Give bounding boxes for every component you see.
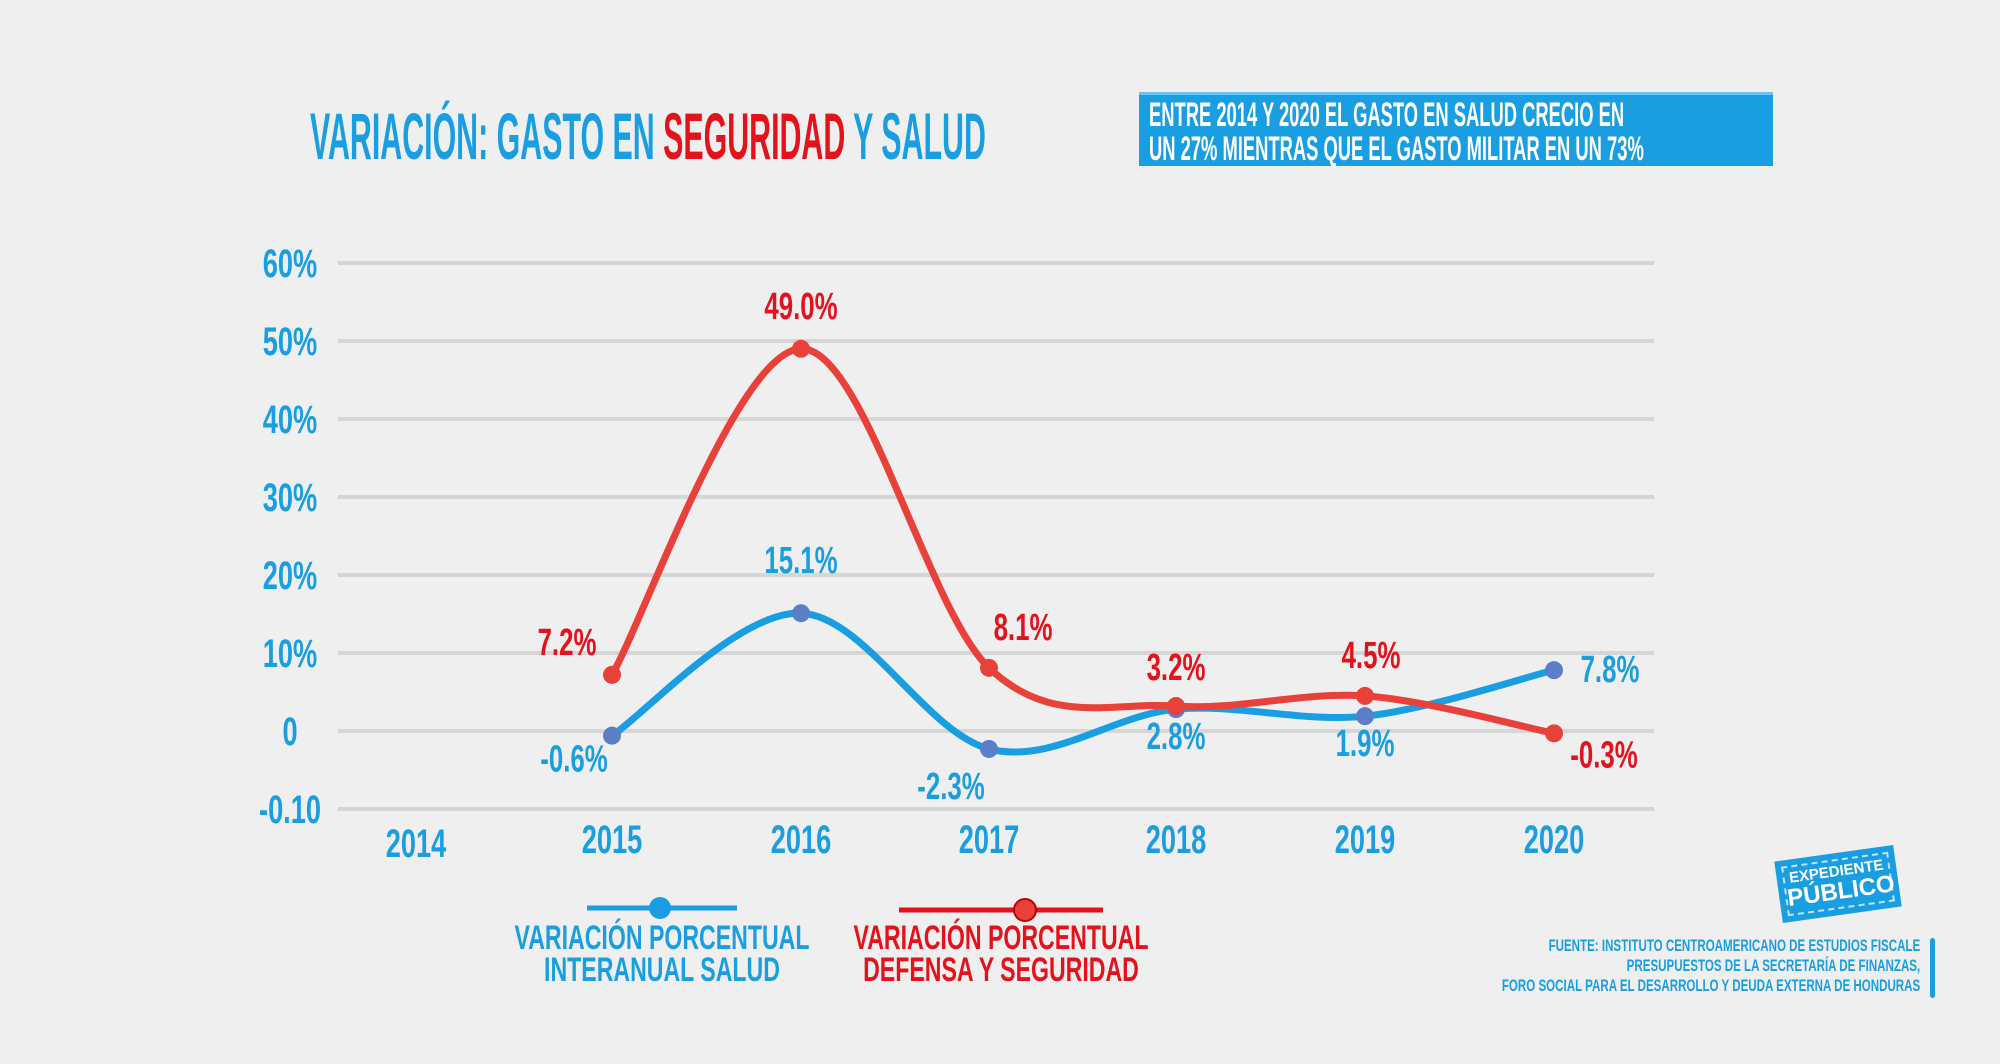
source-note: FUENTE: INSTITUTO CENTROAMERICANO DE EST…	[1305, 936, 1920, 996]
data-point	[980, 658, 998, 677]
data-label: 8.1%	[994, 606, 1053, 648]
data-label: -0.3%	[1570, 733, 1638, 775]
data-point	[792, 604, 810, 623]
x-tick-label: 2020	[1524, 818, 1584, 862]
legend-marker-salud	[649, 897, 671, 919]
data-point	[792, 339, 810, 358]
title-part: VARIACIÓN: GASTO EN	[310, 99, 664, 173]
data-label: 2.8%	[1147, 715, 1206, 757]
data-label: 7.8%	[1581, 648, 1640, 690]
y-tick-label: 0	[282, 710, 297, 754]
data-label: 1.9%	[1336, 722, 1395, 764]
data-point	[1545, 661, 1563, 680]
data-point	[1167, 697, 1185, 716]
data-point	[980, 739, 998, 758]
y-tick-label: 60%	[263, 242, 317, 286]
data-label: -0.6%	[540, 738, 608, 780]
x-tick-label: 2018	[1146, 818, 1206, 862]
x-tick-label: 2015	[582, 818, 642, 862]
x-tick-label: 2016	[771, 818, 831, 862]
data-point	[603, 665, 621, 684]
data-label: 3.2%	[1147, 646, 1206, 688]
y-tick-label: 30%	[263, 476, 317, 520]
legend-marker-seguridad	[1013, 898, 1037, 922]
data-label: 4.5%	[1342, 634, 1401, 676]
data-point	[1545, 724, 1563, 743]
title-highlight: SEGURIDAD	[663, 99, 846, 173]
x-tick-label: 2014	[386, 822, 446, 866]
data-point	[1356, 686, 1374, 705]
series-line-1	[608, 345, 1558, 737]
data-label: 49.0%	[764, 285, 837, 327]
y-tick-label: 10%	[263, 632, 317, 676]
x-tick-label: 2017	[959, 818, 1019, 862]
source-divider	[1930, 938, 1935, 998]
legend-label: DEFENSA Y SEGURIDAD	[863, 951, 1139, 989]
legend-label: INTERANUAL SALUD	[544, 951, 780, 989]
chart-title: VARIACIÓN: GASTO EN SEGURIDAD Y SALUD	[310, 98, 1779, 174]
source-line: FUENTE: INSTITUTO CENTROAMERICANO DE EST…	[1548, 936, 1920, 955]
legend-label: VARIACIÓN PORCENTUAL	[514, 919, 810, 957]
data-label: -2.3%	[917, 765, 985, 807]
data-point	[1356, 707, 1374, 726]
data-point	[603, 726, 621, 745]
data-label: 15.1%	[764, 539, 837, 581]
y-tick-label: 50%	[263, 320, 317, 364]
y-tick-label: 20%	[263, 554, 317, 598]
y-tick-label: 40%	[263, 398, 317, 442]
note-line: UN 27% MIENTRAS QUE EL GASTO MILITAR EN …	[1149, 130, 1644, 166]
title-part: Y SALUD	[845, 99, 986, 173]
source-line: FORO SOCIAL PARA EL DESARROLLO Y DEUDA E…	[1501, 976, 1920, 995]
x-tick-label: 2019	[1335, 818, 1395, 862]
series-line-0	[608, 609, 1558, 756]
source-line: PRESUPUESTOS DE LA SECRETARÍA DE FINANZA…	[1626, 956, 1920, 975]
legend-label: VARIACIÓN PORCENTUAL	[853, 919, 1149, 957]
note-line: ENTRE 2014 Y 2020 EL GASTO EN SALUD CREC…	[1149, 96, 1625, 134]
y-tick-label: -0.10	[259, 788, 321, 832]
data-label: 7.2%	[538, 621, 597, 663]
summary-note: ENTRE 2014 Y 2020 EL GASTO EN SALUD CREC…	[1139, 92, 1773, 166]
